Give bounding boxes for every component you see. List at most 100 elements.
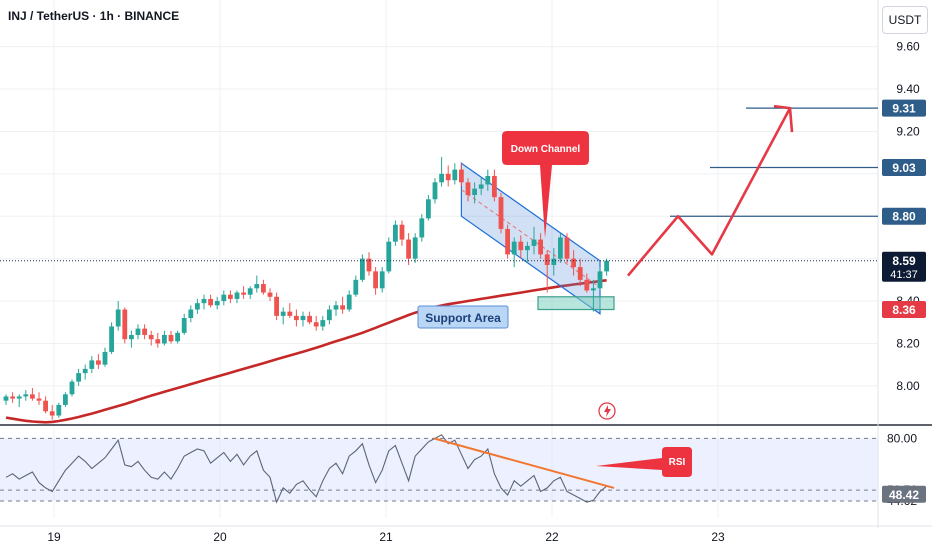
candle-body xyxy=(505,228,510,255)
candle-body xyxy=(287,311,293,316)
candle-body xyxy=(373,271,378,289)
candle-body xyxy=(544,254,550,265)
time-tick-label: 22 xyxy=(545,530,559,544)
candle-body xyxy=(129,334,134,340)
support-area-box xyxy=(537,296,615,311)
candle-body xyxy=(16,396,22,399)
candle-body xyxy=(551,258,557,265)
candle-body xyxy=(36,398,42,401)
candle-body xyxy=(399,224,405,240)
candle-body xyxy=(511,241,517,255)
candle-body xyxy=(531,239,537,246)
candle-body xyxy=(122,309,128,340)
candle-body xyxy=(333,305,339,310)
candle-body xyxy=(135,328,141,335)
price-badge xyxy=(882,301,926,319)
candle-body xyxy=(472,188,477,196)
candle-body xyxy=(300,315,306,321)
candle-body xyxy=(307,315,312,323)
candle-body xyxy=(597,271,603,289)
candle-body xyxy=(492,175,497,198)
candle-body xyxy=(274,296,279,316)
lightning-icon xyxy=(598,402,616,420)
candle-body xyxy=(564,237,570,259)
rsi-label: RSI xyxy=(669,457,686,468)
candle-body xyxy=(254,284,260,289)
support-area-label: Support Area xyxy=(425,311,501,325)
rsi-callout xyxy=(596,447,692,477)
candle-body xyxy=(162,334,167,344)
candle-body xyxy=(478,184,484,189)
time-tick-label: 23 xyxy=(711,530,725,544)
candle-body xyxy=(49,411,55,416)
projection-arrowhead xyxy=(773,104,794,133)
candle-body xyxy=(538,239,543,255)
candle-body xyxy=(23,394,29,397)
price-tick-label: 8.00 xyxy=(896,379,920,393)
candle-body xyxy=(195,303,200,310)
candle-body xyxy=(142,328,147,335)
candle-body xyxy=(208,298,213,306)
candle-body xyxy=(155,339,161,344)
rsi-badge-label: 48.42 xyxy=(889,488,919,502)
candle-body xyxy=(406,239,411,259)
currency-button[interactable]: USDT xyxy=(882,6,928,34)
candle-body xyxy=(294,315,299,321)
candle-body xyxy=(393,224,398,242)
candle-body xyxy=(498,197,504,229)
candle-body xyxy=(181,318,187,333)
candle-body xyxy=(525,245,530,251)
candle-body xyxy=(340,305,345,310)
candle-body xyxy=(280,311,286,316)
price-badge-label: 9.03 xyxy=(892,161,916,175)
channel-midline xyxy=(461,189,601,288)
price-badge xyxy=(882,99,926,117)
candle-body xyxy=(261,284,266,293)
rsi-tick-label: 80.00 xyxy=(887,431,917,445)
candle-body xyxy=(439,173,444,183)
price-tick-label: 8.20 xyxy=(896,336,920,350)
candle-body xyxy=(518,241,524,251)
candle-body xyxy=(82,368,88,374)
support-area-label-box xyxy=(417,305,509,329)
time-tick-label: 21 xyxy=(379,530,393,544)
down-channel-callout xyxy=(502,131,589,238)
candle-body xyxy=(168,334,174,342)
candle-body xyxy=(201,298,207,304)
candle-body xyxy=(432,182,438,200)
down-channel-label: Down Channel xyxy=(511,144,581,155)
candle-body xyxy=(571,258,576,268)
candle-body xyxy=(43,400,48,412)
price-badge-label: 8.80 xyxy=(892,210,916,224)
price-badge-label: 9.31 xyxy=(892,102,916,116)
candle-body xyxy=(188,309,194,318)
time-tick-label: 19 xyxy=(47,530,61,544)
price-badge xyxy=(882,207,926,225)
candle-body xyxy=(89,360,95,369)
candle-body xyxy=(426,199,431,219)
candle-body xyxy=(558,237,563,259)
candle-body xyxy=(241,292,246,295)
candle-body xyxy=(591,288,596,291)
moving-average-line xyxy=(5,279,607,424)
price-badge-label: 8.36 xyxy=(892,303,916,317)
candle-body xyxy=(584,279,590,291)
candle-body xyxy=(320,320,326,327)
candle-body xyxy=(247,288,253,295)
time-tick-label: 20 xyxy=(213,530,227,544)
candle-body xyxy=(115,309,121,327)
candle-body xyxy=(267,292,273,297)
candle-body xyxy=(30,394,35,399)
candle-body xyxy=(148,334,154,340)
rsi-trendline xyxy=(433,437,615,489)
rsi-band xyxy=(0,438,878,501)
symbol-title[interactable]: INJ / TetherUS · 1h · BINANCE xyxy=(8,9,180,23)
candles xyxy=(3,156,609,420)
candle-body xyxy=(313,322,319,327)
rsi-badge xyxy=(882,485,926,503)
candle-body xyxy=(452,169,458,181)
candle-body xyxy=(459,169,464,183)
projection-path xyxy=(627,107,792,277)
candle-body xyxy=(386,241,392,272)
